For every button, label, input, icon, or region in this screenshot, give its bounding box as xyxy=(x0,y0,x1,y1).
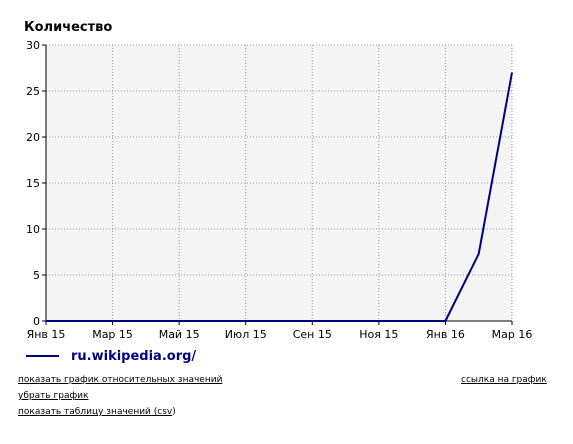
x-tick-label: Мар 16 xyxy=(492,328,533,340)
legend: ru.wikipedia.org/ xyxy=(26,346,196,366)
show-table-line: показать таблицу значений (csv) xyxy=(18,407,176,417)
y-tick-label: 15 xyxy=(26,177,40,190)
show-table-link[interactable]: показать таблицу значений ( xyxy=(18,407,158,417)
remove-chart-link[interactable]: убрать график xyxy=(18,391,89,401)
x-tick-label: Май 15 xyxy=(159,328,200,340)
x-tick-label: Ноя 15 xyxy=(359,328,398,340)
legend-swatch xyxy=(26,355,59,357)
x-tick-label: Мар 15 xyxy=(92,328,133,340)
y-tick-label: 5 xyxy=(33,269,40,282)
chart: Количество 0 5 10 15 20 25 30 Янв 15 Мар 15 Май 1… xyxy=(24,20,533,340)
x-tick-label: Июл 15 xyxy=(225,328,267,340)
legend-label[interactable]: ru.wikipedia.org/ xyxy=(71,348,197,364)
chart-permalink[interactable]: ссылка на график xyxy=(461,375,547,385)
y-tick-label: 0 xyxy=(33,315,40,328)
csv-link[interactable]: csv xyxy=(157,407,173,417)
table-suffix: ) xyxy=(172,407,176,417)
series-layer xyxy=(46,72,513,322)
y-tick-label: 20 xyxy=(26,131,40,144)
gridlines xyxy=(46,44,513,321)
x-tick-label: Сен 15 xyxy=(293,328,332,340)
series-line xyxy=(46,72,513,322)
x-tick-label: Янв 15 xyxy=(27,328,66,340)
y-tick-label: 25 xyxy=(26,85,40,98)
y-tick-label: 30 xyxy=(26,39,40,52)
y-tick-label: 10 xyxy=(26,223,40,236)
show-relative-link[interactable]: показать график относительных значений xyxy=(18,375,223,385)
x-tick-label: Янв 16 xyxy=(426,328,465,340)
plot-area xyxy=(46,45,512,321)
chart-title: Количество xyxy=(24,20,112,35)
